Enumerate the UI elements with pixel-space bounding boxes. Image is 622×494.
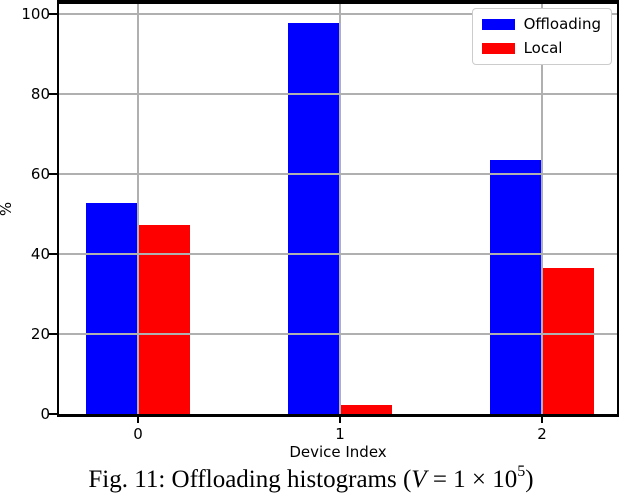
bar-local-2 xyxy=(542,268,594,414)
bar-offloading-2 xyxy=(490,160,542,414)
legend-label-offloading: Offloading xyxy=(523,15,601,33)
plot-area: Offloading Local xyxy=(57,0,619,417)
x-tick-label-2: 2 xyxy=(537,425,547,443)
legend-swatch-offloading xyxy=(481,19,515,30)
x-tick-mark-1 xyxy=(339,417,341,423)
figure-caption: Fig. 11: Offloading histograms (V = 1 × … xyxy=(0,462,622,494)
x-tick-label-1: 1 xyxy=(335,425,345,443)
gridline-y-60 xyxy=(59,173,617,175)
y-tick-label-60: 60 xyxy=(30,165,50,183)
bar-offloading-1 xyxy=(288,23,340,414)
caption-suffix: ) xyxy=(525,466,534,493)
gridline-y-100 xyxy=(59,13,617,15)
x-tick-mark-0 xyxy=(137,417,139,423)
y-tick-mark-100 xyxy=(49,13,57,15)
x-tick-mark-2 xyxy=(541,417,543,423)
y-axis-label: % xyxy=(0,189,15,229)
gridline-y-80 xyxy=(59,93,617,95)
y-tick-mark-20 xyxy=(49,333,57,335)
y-tick-label-0: 0 xyxy=(40,405,50,423)
caption-variable: V xyxy=(411,466,427,493)
y-tick-label-40: 40 xyxy=(30,245,50,263)
caption-equals: = 1 × 10 xyxy=(426,466,518,493)
x-axis-label: Device Index xyxy=(289,443,387,461)
gridline-x-0 xyxy=(137,4,139,414)
y-tick-label-80: 80 xyxy=(30,85,50,103)
legend-label-local: Local xyxy=(523,39,563,57)
y-tick-label-20: 20 xyxy=(30,325,50,343)
y-tick-mark-0 xyxy=(49,413,57,415)
y-tick-mark-40 xyxy=(49,253,57,255)
y-tick-mark-80 xyxy=(49,93,57,95)
caption-exponent: 5 xyxy=(517,462,526,480)
y-tick-label-100: 100 xyxy=(21,5,50,23)
legend: Offloading Local xyxy=(471,8,612,65)
bar-local-1 xyxy=(340,405,392,414)
gridline-x-2 xyxy=(541,4,543,414)
gridline-y-20 xyxy=(59,333,617,335)
legend-item-local: Local xyxy=(481,39,601,57)
gridline-y-40 xyxy=(59,253,617,255)
legend-item-offloading: Offloading xyxy=(481,15,601,33)
gridline-x-1 xyxy=(339,4,341,414)
bar-offloading-0 xyxy=(86,203,138,414)
legend-swatch-local xyxy=(481,43,515,54)
y-tick-mark-60 xyxy=(49,173,57,175)
x-tick-label-0: 0 xyxy=(133,425,143,443)
caption-prefix: Fig. 11: Offloading histograms ( xyxy=(88,466,412,493)
bar-local-0 xyxy=(138,225,190,414)
